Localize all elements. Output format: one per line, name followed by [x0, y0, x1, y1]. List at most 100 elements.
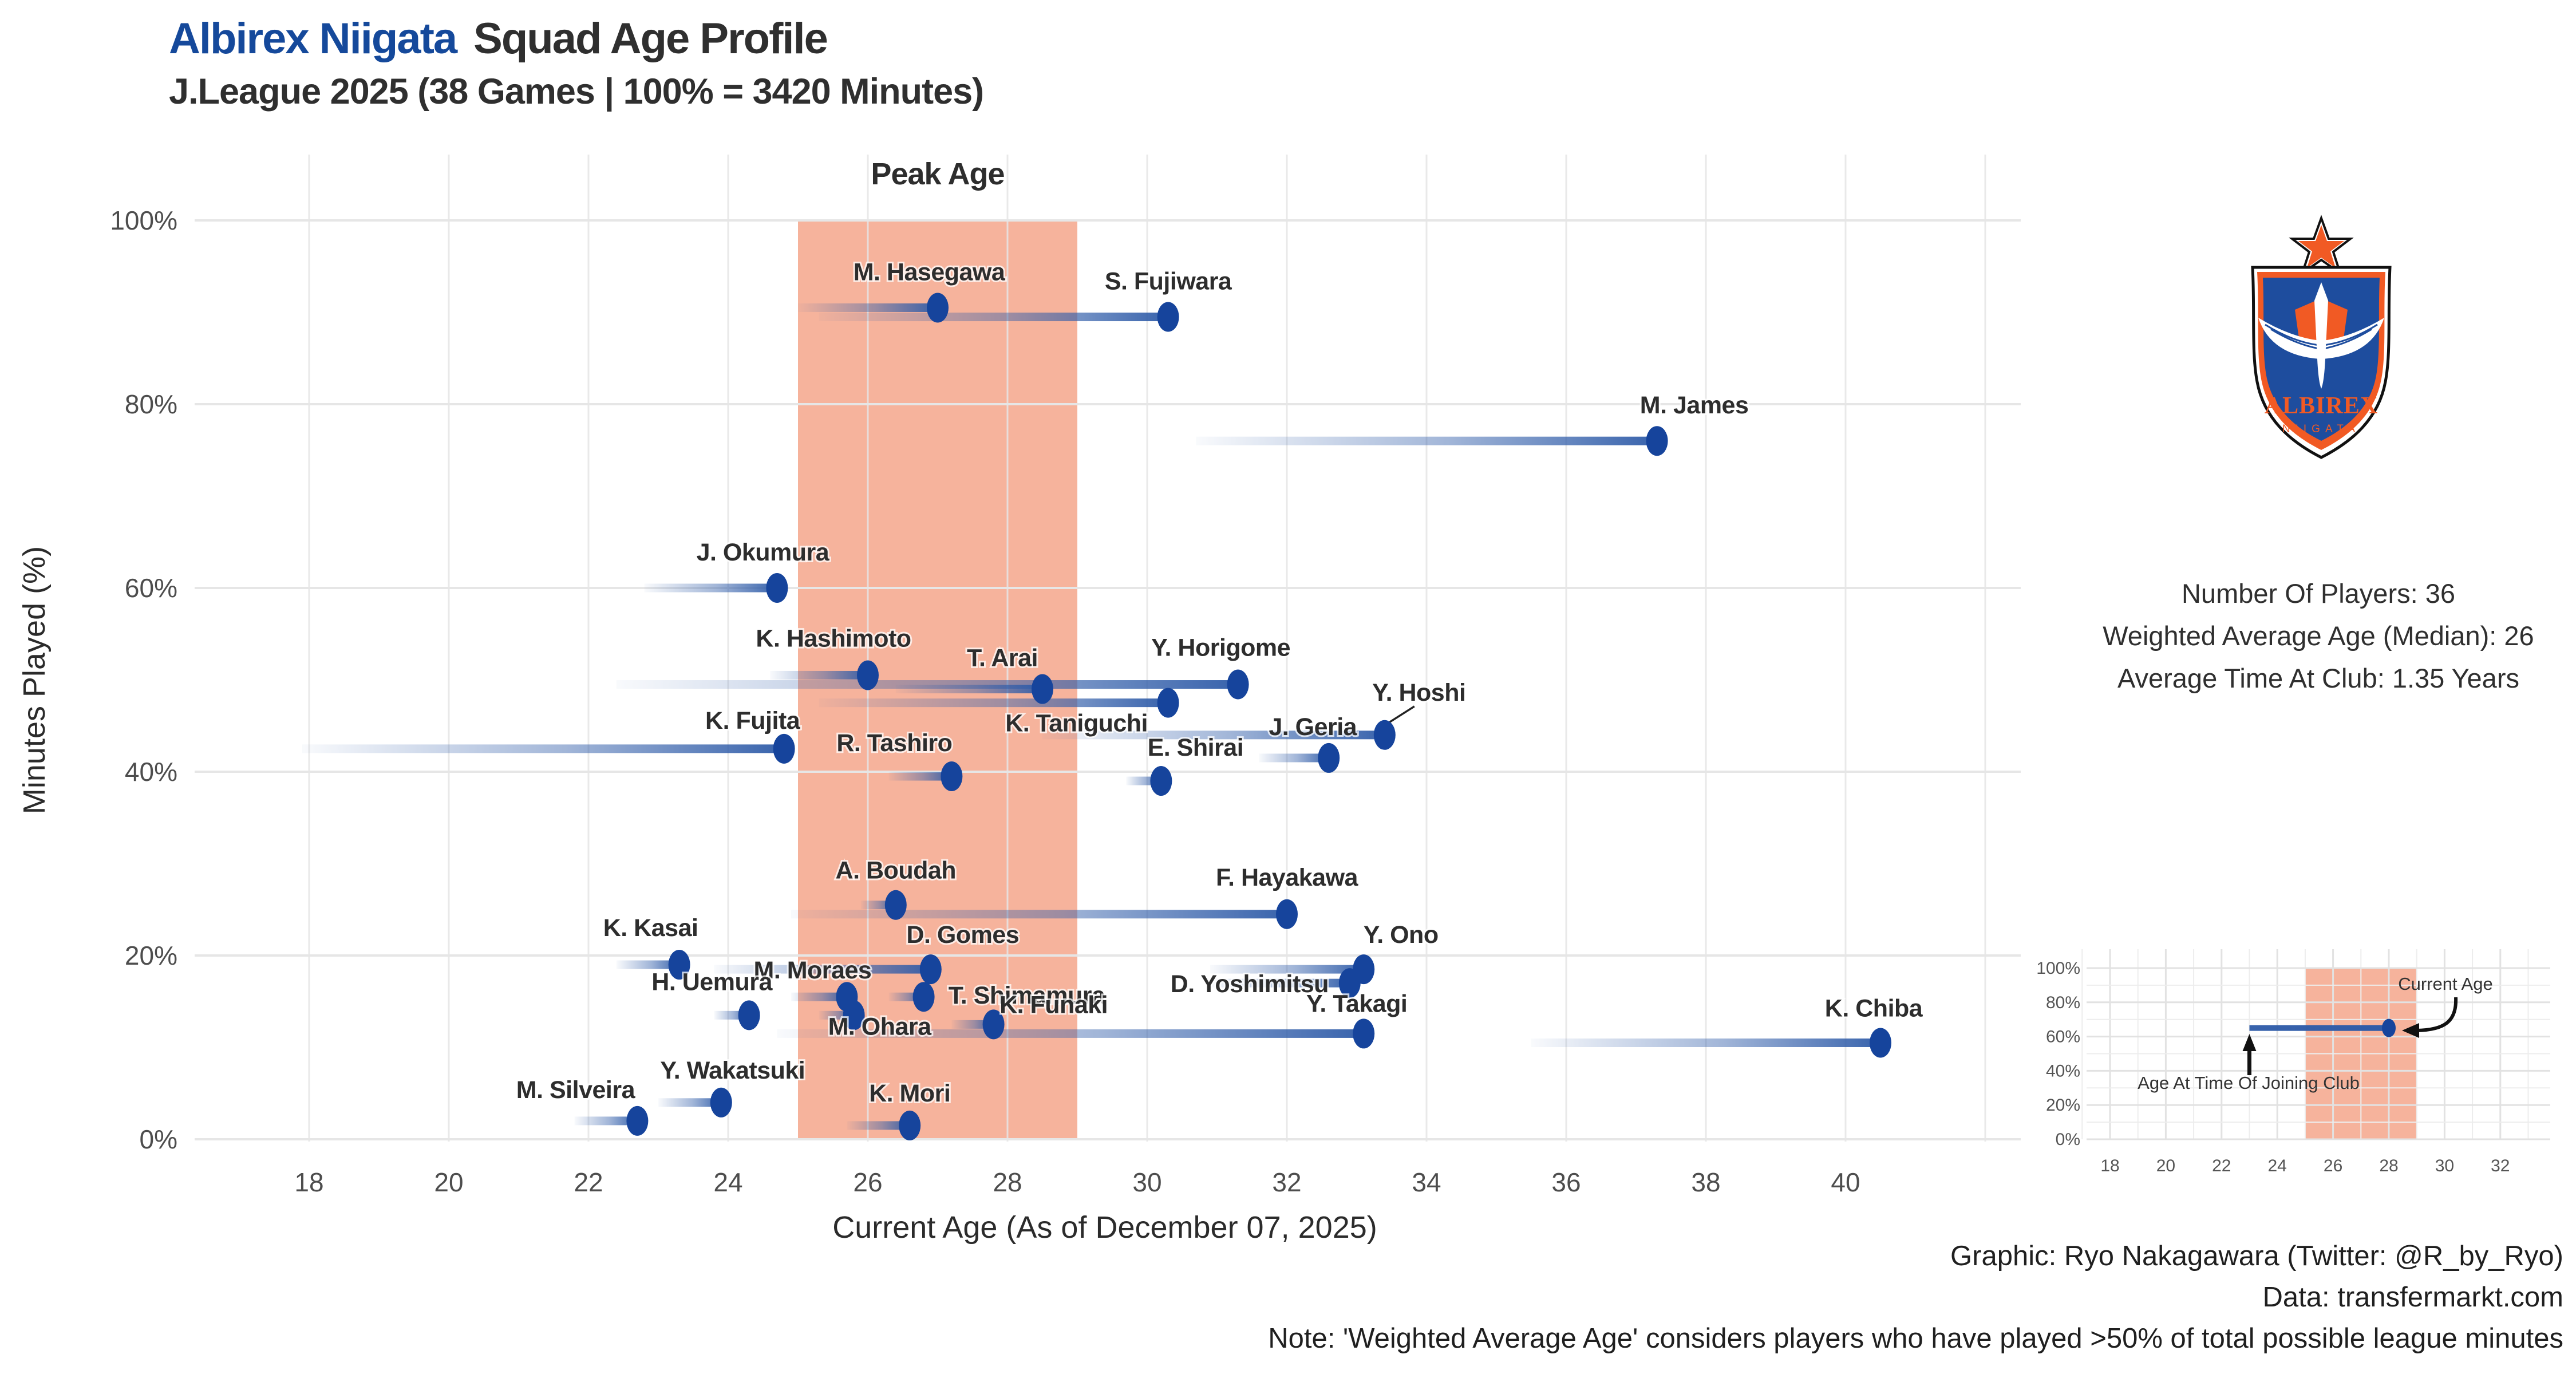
player-dot [766, 573, 788, 603]
player-dot [1150, 766, 1172, 796]
svg-text:38: 38 [1691, 1167, 1720, 1197]
player-label: J. Okumura [697, 539, 830, 566]
trail-m-james [1196, 436, 1657, 445]
player-label: K. Chiba [1825, 994, 1923, 1022]
trail-r-tashiro [888, 772, 952, 781]
inset-example-dot [2382, 1018, 2396, 1037]
player-dot [1157, 302, 1179, 332]
player-label: Y. Hoshi [1372, 679, 1465, 706]
svg-text:20%: 20% [125, 941, 177, 970]
player-dot [738, 1000, 760, 1030]
svg-text:28: 28 [2379, 1156, 2398, 1175]
player-mark: J. Okumura [695, 537, 832, 603]
player-mark: K. Chiba [1823, 993, 1925, 1058]
svg-text:40%: 40% [125, 757, 177, 787]
svg-text:24: 24 [713, 1167, 742, 1197]
trail-m-moraes [791, 992, 847, 1001]
player-mark: K. Kasai [602, 913, 700, 980]
player-dot [1646, 426, 1668, 456]
trail-y-horigome [616, 680, 1238, 689]
player-dot [1373, 720, 1396, 750]
svg-text:26: 26 [853, 1167, 882, 1197]
player-label: Y. Ono [1364, 921, 1439, 949]
player-dot [710, 1087, 732, 1118]
y-axis-ticks: 0% 20% 40% 60% 80% 100% [110, 206, 177, 1154]
player-mark: Y. Hoshi [1370, 677, 1468, 750]
player-trails [302, 303, 1880, 1130]
credit-graphic: Graphic: Ryo Nakagawara (Twitter: @R_by_… [1950, 1241, 2563, 1272]
player-label: K. Hashimoto [756, 625, 911, 652]
player-mark: M. James [1638, 390, 1751, 456]
player-label: K. Taniguchi [1005, 710, 1148, 737]
trail-j-geria [1259, 753, 1329, 763]
credits: Graphic: Ryo Nakagawara (Twitter: @R_by_… [1268, 1235, 2563, 1359]
svg-text:40%: 40% [2046, 1061, 2080, 1080]
trail-y-ono [1210, 965, 1364, 974]
player-mark: K. Hashimoto [754, 623, 913, 690]
player-mark: Y. Horigome [1149, 633, 1293, 700]
player-mark: K. Taniguchi [1003, 688, 1179, 739]
player-dot [857, 660, 879, 690]
player-mark: K. Funaki [982, 989, 1110, 1040]
stat-number-of-players: Number Of Players: 36 [2181, 578, 2455, 609]
player-dot [1870, 1028, 1891, 1058]
gridlines [195, 155, 2021, 1142]
trail-k-chiba [1531, 1038, 1880, 1047]
player-mark: T. Arai [965, 643, 1053, 704]
player-label: J. Geria [1269, 713, 1357, 741]
player-dot [1338, 968, 1361, 998]
header: Albirex Niigata Squad Age Profile J.Leagu… [169, 14, 984, 112]
trail-f-hayakawa [791, 910, 1287, 919]
player-label: M. Hasegawa [854, 258, 1006, 286]
player-dot [1032, 674, 1053, 704]
trail-k-kasai [616, 960, 679, 969]
svg-text:60%: 60% [2046, 1028, 2080, 1047]
player-label: M. Silveira [516, 1076, 636, 1104]
svg-text:34: 34 [1412, 1167, 1441, 1197]
player-mark: M. Moraes [752, 955, 874, 1012]
svg-text:80%: 80% [2046, 993, 2080, 1012]
player-mark: J. Geria [1267, 712, 1360, 773]
player-dot [941, 761, 963, 792]
page-subtitle: J.League 2025 (38 Games | 100% = 3420 Mi… [169, 71, 984, 112]
x-axis-title: Current Age (As of December 07, 2025) [832, 1210, 1377, 1245]
trail-y-hoshi [1042, 731, 1385, 740]
logo-swan [2258, 282, 2384, 389]
player-dot [919, 954, 942, 985]
svg-text:20: 20 [2156, 1156, 2175, 1175]
team-name: Albirex Niigata [169, 14, 457, 63]
svg-text:18: 18 [2100, 1156, 2119, 1175]
player-dot [843, 1000, 865, 1030]
svg-text:32: 32 [2491, 1156, 2510, 1175]
trail-m-hasegawa [798, 303, 938, 312]
player-label: R. Tashiro [836, 729, 952, 757]
player-dot [884, 890, 907, 920]
svg-text:80%: 80% [125, 389, 177, 419]
trail-s-fujiwara [819, 313, 1168, 322]
trail-k-mori [847, 1121, 910, 1130]
trail-k-fujita [302, 744, 784, 753]
player-mark: R. Tashiro [835, 728, 963, 792]
y-axis-title: Minutes Played (%) [17, 546, 52, 814]
player-label: E. Shirai [1148, 734, 1244, 761]
player-mark: D. Gomes [904, 919, 1021, 985]
svg-text:36: 36 [1551, 1167, 1581, 1197]
player-dot [626, 1105, 649, 1136]
player-label: K. Funaki [999, 991, 1108, 1018]
player-label: Y. Horigome [1151, 634, 1290, 662]
svg-text:24: 24 [2268, 1156, 2287, 1175]
player-dot [1353, 1018, 1375, 1049]
player-mark: M. Ohara [827, 1000, 934, 1042]
svg-text:100%: 100% [110, 206, 177, 235]
player-mark: H. Uemura [650, 966, 775, 1030]
player-label: Y. Wakatsuki [660, 1057, 805, 1084]
player-dot [927, 293, 949, 323]
player-dot [773, 733, 795, 764]
player-label: K. Mori [869, 1080, 950, 1107]
player-dot [1227, 669, 1249, 700]
trail-k-hashimoto [770, 670, 868, 680]
logo-star-icon [2289, 215, 2354, 277]
squad-stats-panel: Number Of Players: 36 Weighted Average A… [2049, 572, 2576, 700]
svg-text:40: 40 [1831, 1167, 1860, 1197]
svg-text:30: 30 [1132, 1167, 1161, 1197]
